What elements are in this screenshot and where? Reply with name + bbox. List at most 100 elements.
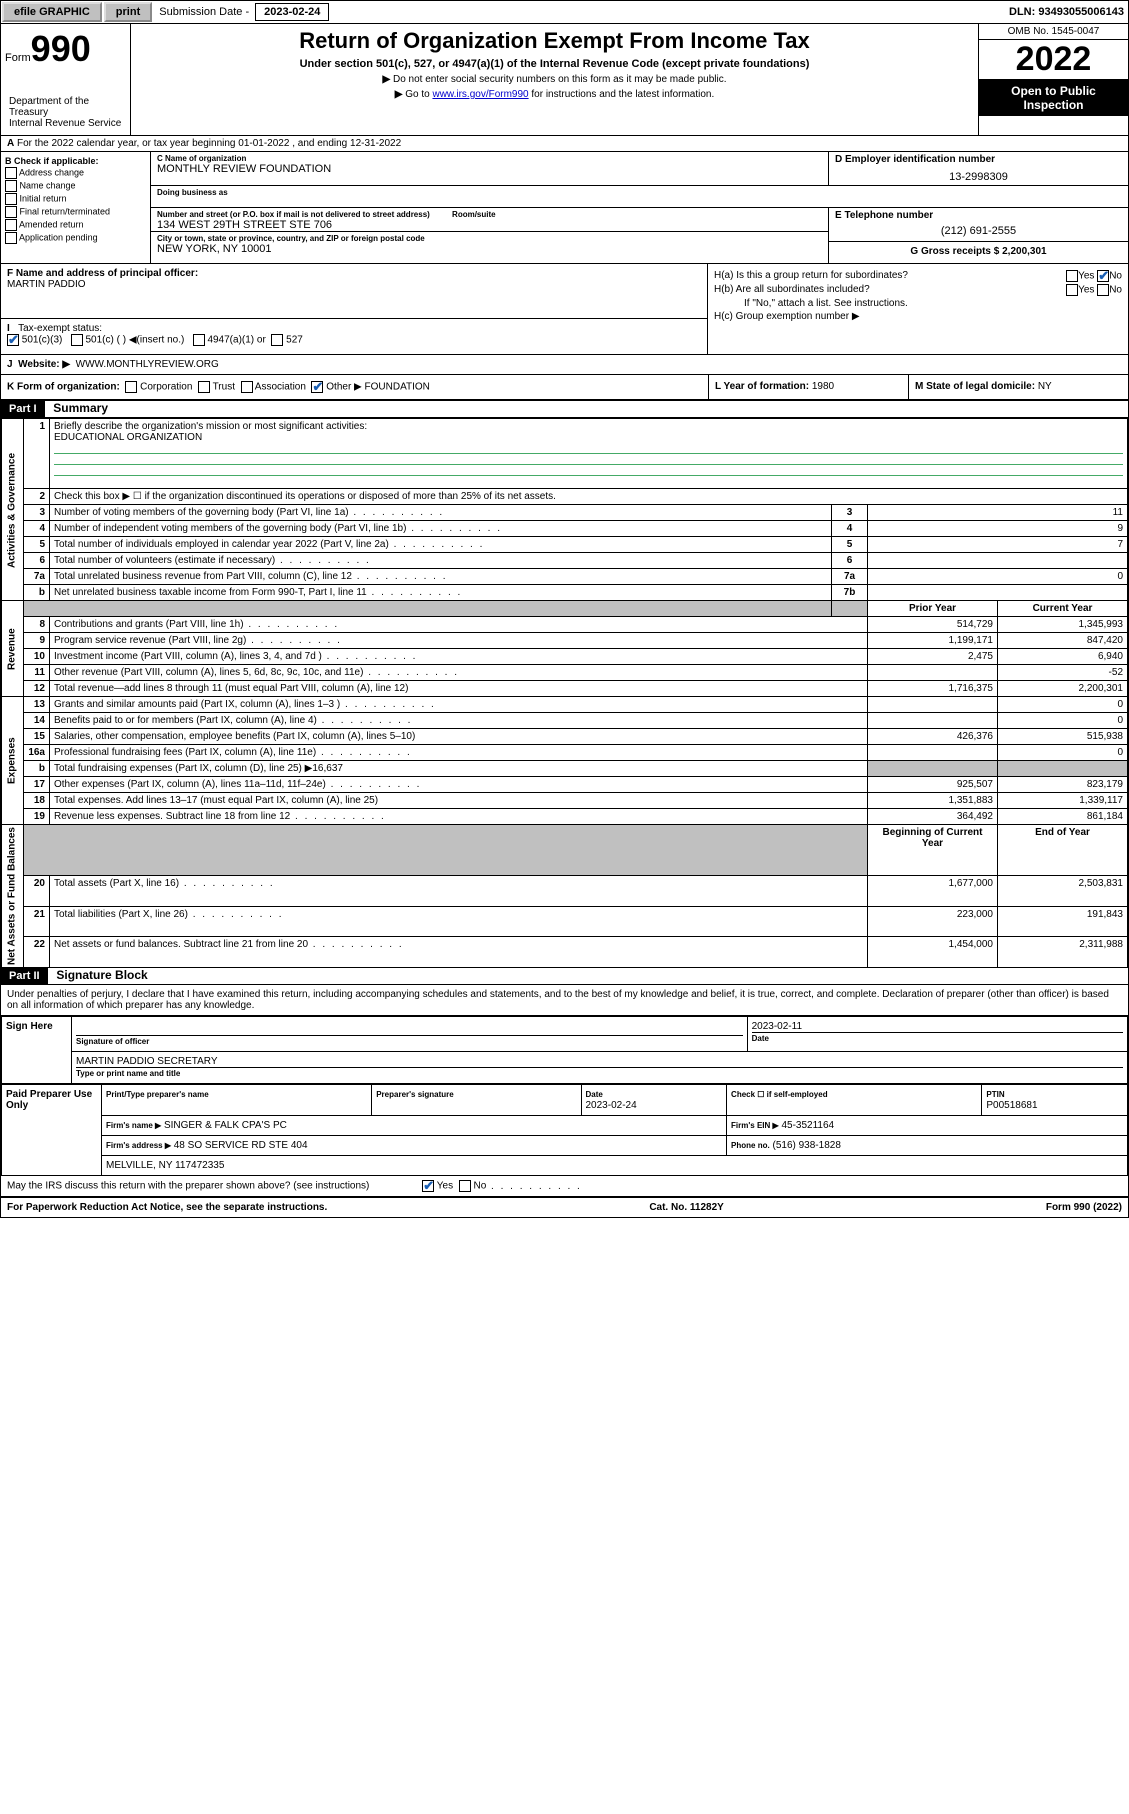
hb-label: H(b) Are all subordinates included? [714,284,1066,296]
hb-no[interactable] [1097,284,1109,296]
org-name: MONTHLY REVIEW FOUNDATION [157,163,822,175]
firm-addr-label: Firm's address ▶ [106,1141,171,1150]
hb-note: If "No," attach a list. See instructions… [714,298,1122,309]
line17-desc: Other expenses (Part IX, column (A), lin… [50,777,868,793]
sig-officer-label: Signature of officer [76,1037,149,1046]
topbar: efile GRAPHIC print Submission Date - 20… [1,1,1128,24]
chk-501c3[interactable] [7,334,19,346]
firm-name-label: Firm's name ▶ [106,1121,161,1130]
ptin-label: PTIN [986,1090,1004,1099]
hb-yes[interactable] [1066,284,1078,296]
chk-4947[interactable] [193,334,205,346]
chk-trust[interactable] [198,381,210,393]
other-val: FOUNDATION [365,382,430,393]
firm-addr1: 48 SO SERVICE RD STE 404 [174,1140,308,1151]
hc-label: H(c) Group exemption number ▶ [714,311,860,322]
chk-other[interactable] [311,381,323,393]
line16a-curr: 0 [998,745,1128,761]
col-b-checkboxes: B Check if applicable: Address change Na… [1,152,151,263]
submission-date: 2023-02-24 [255,3,329,21]
vert-netassets: Net Assets or Fund Balances [2,825,24,968]
discuss-yes[interactable] [422,1180,434,1192]
line7b-val [868,585,1128,601]
firm-phone: (516) 938-1828 [773,1140,841,1151]
line4-desc: Number of independent voting members of … [50,521,832,537]
officer-name: MARTIN PADDIO [7,279,701,290]
instr-goto-post: for instructions and the latest informat… [529,89,715,100]
officer-name-title: MARTIN PADDIO SECRETARY [76,1056,218,1067]
efile-button[interactable]: efile GRAPHIC [2,2,102,22]
irs-link[interactable]: www.irs.gov/Form990 [432,89,528,100]
line15-desc: Salaries, other compensation, employee b… [50,729,868,745]
chk-initial-return[interactable] [5,193,17,205]
d-label: D Employer identification number [835,154,995,165]
line12-curr: 2,200,301 [998,681,1128,697]
boy-hdr: Beginning of Current Year [868,825,998,876]
tax-year: 2022 [979,40,1128,80]
line20-eoy: 2,503,831 [998,876,1128,907]
firm-addr2: MELVILLE, NY 117472335 [106,1160,224,1171]
chk-assoc[interactable] [241,381,253,393]
line13-desc: Grants and similar amounts paid (Part IX… [50,697,868,713]
chk-name-change[interactable] [5,180,17,192]
sign-here-label: Sign Here [2,1017,72,1084]
line16a-prior [868,745,998,761]
chk-527[interactable] [271,334,283,346]
line4-val: 9 [868,521,1128,537]
m-label: M State of legal domicile: [915,381,1035,392]
chk-amended[interactable] [5,219,17,231]
ha-yes[interactable] [1066,270,1078,282]
line17-curr: 823,179 [998,777,1128,793]
ha-label: H(a) Is this a group return for subordin… [714,270,1066,282]
line13-curr: 0 [998,697,1128,713]
b-label: B Check if applicable: [5,156,99,166]
row-a-text: For the 2022 calendar year, or tax year … [17,138,401,149]
line13-prior [868,697,998,713]
submission-label: Submission Date - [153,4,255,20]
addr-label: Number and street (or P.O. box if mail i… [157,210,430,219]
f-label: F Name and address of principal officer: [7,268,198,279]
prior-year-hdr: Prior Year [868,601,998,617]
e-label: E Telephone number [835,210,933,221]
chk-corp[interactable] [125,381,137,393]
prep-date-val: 2023-02-24 [586,1100,637,1111]
line14-desc: Benefits paid to or for members (Part IX… [50,713,868,729]
line19-desc: Revenue less expenses. Subtract line 18 … [50,809,868,825]
website-url: WWW.MONTHLYREVIEW.ORG [76,359,219,370]
vert-activities: Activities & Governance [2,419,24,601]
discuss-no[interactable] [459,1180,471,1192]
ein-value: 13-2998309 [835,171,1122,183]
chk-address-change[interactable] [5,167,17,179]
row-j: J Website: ▶ WWW.MONTHLYREVIEW.ORG [1,355,1128,375]
line21-desc: Total liabilities (Part X, line 26) [50,906,868,937]
chk-app-pending[interactable] [5,232,17,244]
gross-receipts: 2,200,301 [1002,246,1047,257]
print-button[interactable]: print [104,2,152,22]
line6-val [868,553,1128,569]
firm-ein-label: Firm's EIN ▶ [731,1121,779,1130]
chk-501c[interactable] [71,334,83,346]
c-name-label: C Name of organization [157,154,822,163]
dln-label: DLN: [1009,6,1035,18]
line15-curr: 515,938 [998,729,1128,745]
line18-prior: 1,351,883 [868,793,998,809]
ha-no[interactable] [1097,270,1109,282]
line22-boy: 1,454,000 [868,937,998,968]
part1-title: Summary [47,399,114,417]
discuss-q: May the IRS discuss this return with the… [7,1181,369,1192]
line8-curr: 1,345,993 [998,617,1128,633]
firm-phone-label: Phone no. [731,1141,770,1150]
sig-declaration: Under penalties of perjury, I declare th… [1,985,1128,1016]
chk-final-return[interactable] [5,206,17,218]
street-address: 134 WEST 29TH STREET STE 706 [157,219,822,231]
current-year-hdr: Current Year [998,601,1128,617]
line22-eoy: 2,311,988 [998,937,1128,968]
prep-name-label: Print/Type preparer's name [106,1090,209,1099]
line19-curr: 861,184 [998,809,1128,825]
instr-goto-pre: Go to [405,89,432,100]
line12-desc: Total revenue—add lines 8 through 11 (mu… [50,681,868,697]
line21-boy: 223,000 [868,906,998,937]
line20-boy: 1,677,000 [868,876,998,907]
line21-eoy: 191,843 [998,906,1128,937]
line12-prior: 1,716,375 [868,681,998,697]
